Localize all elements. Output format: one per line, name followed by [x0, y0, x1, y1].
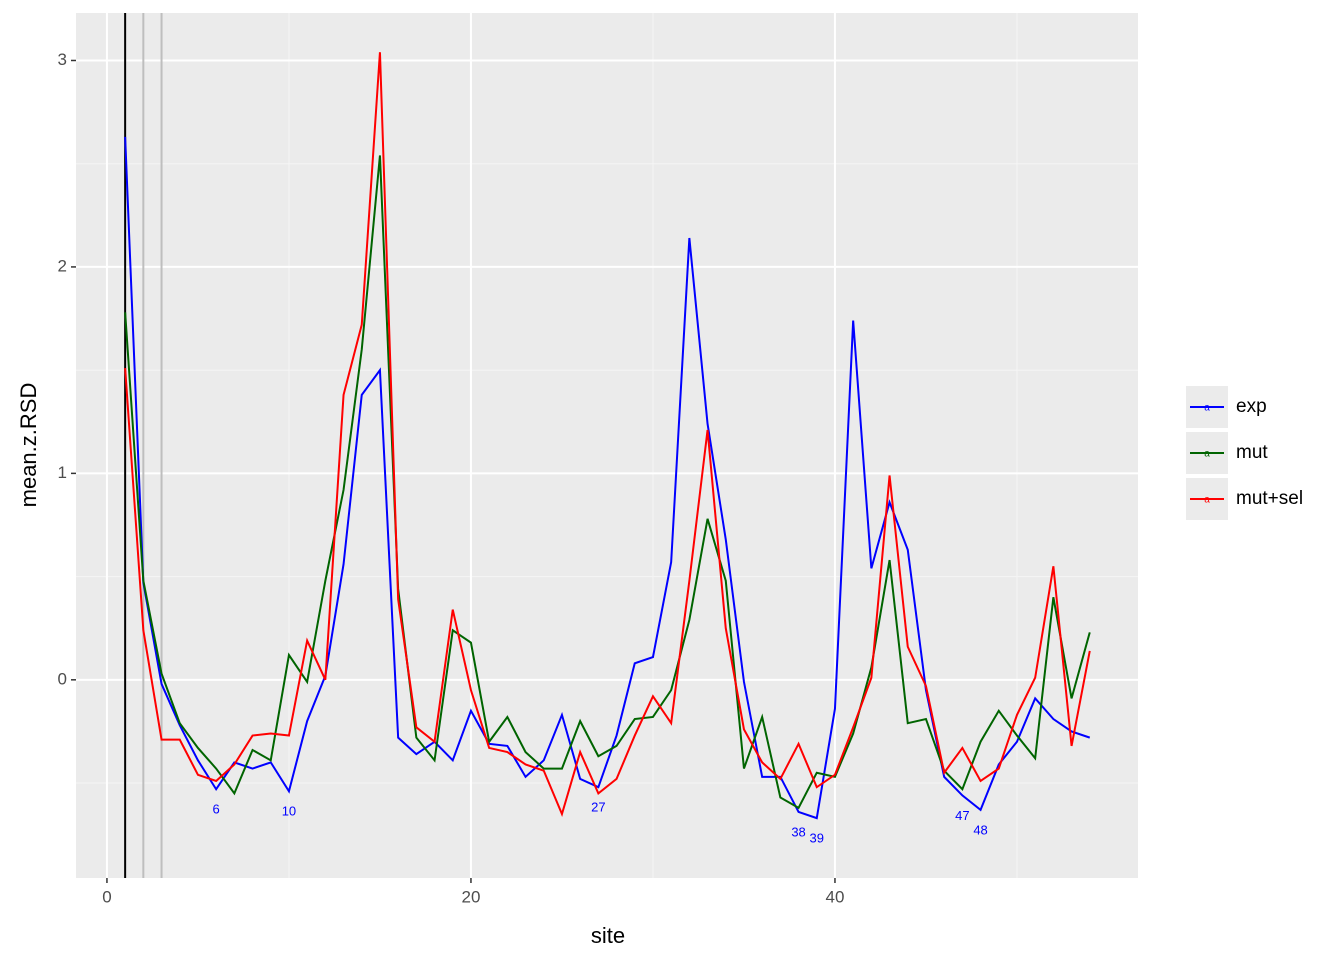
- legend-glyph: a: [1204, 495, 1210, 506]
- panel: [76, 13, 1138, 878]
- legend-label: mut: [1236, 442, 1268, 463]
- y-axis-title: mean.z.RSD: [16, 383, 41, 508]
- point-label: 48: [973, 822, 987, 837]
- legend-label: mut+sel: [1236, 488, 1303, 509]
- y-tick-label: 3: [58, 50, 67, 69]
- point-label: 27: [591, 800, 605, 815]
- point-label: 39: [810, 831, 824, 846]
- x-axis-title: site: [591, 923, 625, 948]
- x-tick-label: 40: [826, 887, 845, 906]
- x-tick-label: 0: [102, 887, 111, 906]
- y-tick-label: 0: [58, 669, 67, 688]
- x-tick-label: 20: [461, 887, 480, 906]
- point-label: 10: [282, 804, 296, 819]
- legend-label: exp: [1236, 396, 1267, 417]
- y-tick-label: 2: [58, 256, 67, 275]
- series-line: [124, 155, 1091, 810]
- point-label: 38: [791, 824, 805, 839]
- series-line: [124, 52, 1091, 817]
- legend-glyph: a: [1204, 403, 1210, 414]
- point-label: 6: [213, 802, 220, 817]
- y-tick-label: 1: [58, 463, 67, 482]
- point-label: 47: [955, 808, 969, 823]
- legend-glyph: a: [1204, 449, 1210, 460]
